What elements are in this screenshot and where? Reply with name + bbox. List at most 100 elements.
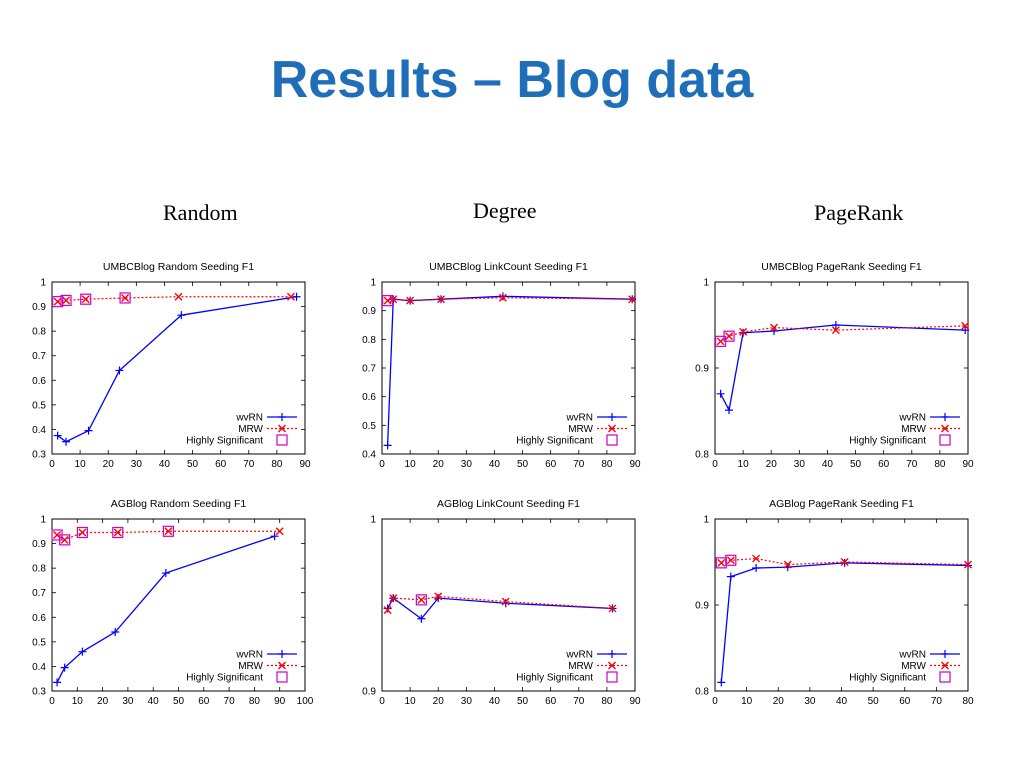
x-tick-label: 50	[187, 459, 199, 470]
y-tick-label: 1	[370, 515, 376, 526]
plot-frame	[381, 518, 636, 692]
x-tick-label: 80	[962, 696, 974, 707]
y-tick-label: 0.9	[32, 539, 46, 550]
chart-title: UMBCBlog LinkCount Seeding F1	[429, 261, 588, 273]
data-point	[177, 311, 186, 320]
x-tick-label: 80	[934, 459, 946, 470]
x-tick-label: 10	[738, 459, 750, 470]
data-point	[383, 606, 392, 615]
chart-title: AGBlog Random Seeding F1	[111, 498, 247, 510]
data-point	[111, 628, 120, 637]
data-point	[417, 595, 426, 604]
x-tick-label: 60	[545, 696, 557, 707]
y-tick-label: 1	[703, 515, 709, 526]
x-tick-label: 40	[159, 459, 171, 470]
x-tick-label: 70	[931, 696, 943, 707]
x-tick-label: 70	[573, 459, 585, 470]
series-highly-significant	[52, 292, 131, 308]
data-point	[383, 441, 392, 450]
data-point	[752, 554, 761, 563]
series-wvrn	[716, 321, 970, 415]
data-point	[53, 297, 62, 306]
legend-marker	[939, 671, 951, 683]
data-point	[608, 604, 617, 613]
series-highly-significant	[51, 525, 174, 546]
x-tick-label: 90	[274, 696, 286, 707]
chart-panel-umbc-linkcount: UMBCBlog LinkCount Seeding F1 0 10 20 30 40 50…	[352, 255, 652, 470]
x-tick-label: 0	[712, 696, 718, 707]
chart-title: UMBCBlog PageRank Seeding F1	[761, 261, 922, 273]
x-tick-label: 80	[249, 696, 261, 707]
series-line	[720, 324, 966, 413]
data-point	[275, 527, 284, 536]
legend-marker	[941, 650, 949, 658]
data-point	[437, 295, 446, 304]
y-tick-label: 0.5	[32, 637, 46, 648]
legend-marker	[941, 413, 949, 421]
x-tick-label: 0	[379, 459, 385, 470]
data-point	[501, 597, 510, 606]
legend-marker	[278, 413, 286, 421]
series-line	[720, 562, 969, 683]
chart-umbc-linkcount: UMBCBlog LinkCount Seeding F1 0 10 20 30 40 50…	[362, 261, 641, 470]
x-tick-label: 30	[122, 696, 134, 707]
data-point	[60, 663, 69, 672]
data-point	[119, 292, 131, 304]
series-line	[56, 530, 280, 541]
series-line	[386, 295, 633, 446]
x-tick-label: 0	[49, 459, 55, 470]
data-point	[84, 426, 93, 435]
x-tick-label: 70	[906, 459, 918, 470]
y-tick-label: 0.5	[362, 421, 376, 432]
y-tick-label: 0.8	[695, 687, 709, 698]
x-tick-label: 30	[804, 696, 816, 707]
y-tick-label: 0.9	[695, 601, 709, 612]
x-tick-label: 70	[224, 696, 236, 707]
x-tick-label: 50	[517, 696, 529, 707]
legend-label: Highly Significant	[516, 436, 593, 447]
y-tick-label: 0.6	[32, 613, 46, 624]
x-tick-label: 50	[173, 696, 185, 707]
legend-label: wvRN	[898, 413, 926, 424]
data-point	[498, 292, 507, 301]
legend-label: Highly Significant	[849, 436, 926, 447]
x-tick-label: 10	[405, 696, 417, 707]
data-point	[78, 528, 87, 537]
data-point	[964, 560, 972, 569]
legend-label: Highly Significant	[186, 436, 263, 447]
data-point	[121, 293, 130, 302]
legend-marker	[276, 671, 288, 683]
x-tick-label: 20	[97, 696, 109, 707]
x-tick-label: 30	[461, 459, 473, 470]
legend-label: Highly Significant	[186, 673, 263, 684]
x-tick-label: 10	[405, 459, 417, 470]
column-label-degree: Degree	[473, 198, 537, 223]
x-tick-label: 40	[489, 459, 501, 470]
legend-marker	[606, 434, 618, 446]
chart-title: AGBlog PageRank Seeding F1	[769, 498, 914, 510]
y-tick-label: 0.7	[32, 588, 46, 599]
legend-label: MRW	[901, 661, 926, 672]
x-tick-label: 40	[836, 696, 848, 707]
y-tick-label: 1	[703, 278, 709, 289]
legend-marker	[608, 413, 616, 421]
x-tick-label: 10	[75, 459, 87, 470]
data-point	[53, 678, 62, 687]
slide-title: Results – Blog data	[270, 51, 754, 109]
x-tick-label: 80	[601, 696, 613, 707]
chart-ag-random: AGBlog Random Seeding F1 0 10 20 30 40 50 60 70 8…	[32, 498, 314, 707]
x-tick-label: 0	[379, 696, 385, 707]
series-line	[56, 535, 275, 683]
data-point	[498, 293, 507, 302]
series-wvrn	[717, 558, 972, 687]
chart-title: AGBlog LinkCount Seeding F1	[437, 498, 580, 510]
x-tick-label: 80	[271, 459, 283, 470]
series-mrw	[383, 293, 637, 305]
data-point	[59, 534, 71, 546]
chart-ag-linkcount: AGBlog LinkCount Seeding F1 0 10 20 30 40 50 60…	[362, 498, 641, 707]
data-point	[725, 406, 734, 415]
y-tick-label: 0.3	[32, 450, 46, 461]
chart-panel-umbc-random: UMBCBlog Random Seeding F1 0 10 20 30 40 50 60 7…	[22, 255, 322, 470]
series-mrw	[53, 292, 295, 306]
